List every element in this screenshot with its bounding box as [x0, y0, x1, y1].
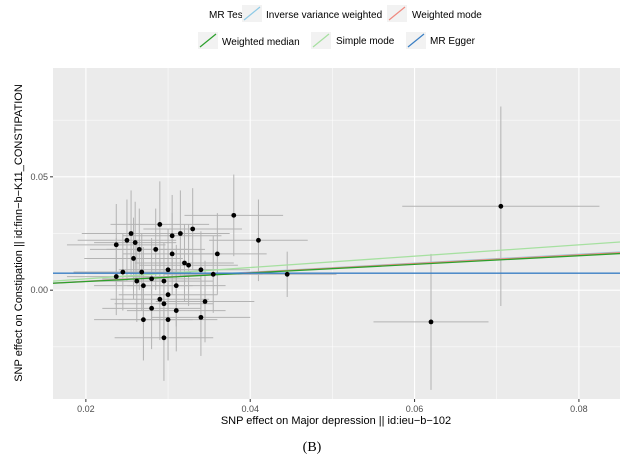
x-axis-title: SNP effect on Major depression || id:ieu…: [221, 415, 451, 427]
data-point: [161, 335, 167, 341]
data-point: [134, 278, 140, 284]
x-tick-label: 0.04: [241, 404, 259, 414]
legend-key-line: [407, 33, 425, 48]
data-point: [132, 240, 138, 245]
legend-label: Weighted median: [222, 37, 300, 48]
data-point: [161, 278, 167, 284]
regression-lines: [52, 241, 620, 284]
data-point: [149, 305, 155, 311]
data-point: [157, 222, 163, 227]
data-point: [186, 262, 191, 268]
regression-line: [52, 252, 620, 284]
data-point: [139, 269, 145, 275]
legend-key-line: [243, 6, 261, 21]
data-point: [128, 231, 134, 236]
data-point: [198, 314, 204, 320]
data-point: [140, 317, 146, 323]
data-point: [136, 246, 142, 252]
data-point: [153, 246, 159, 252]
y-axis-title: SNP effect on Constipation || id:finn−b−…: [13, 84, 25, 382]
data-point: [177, 231, 183, 236]
legend: MR Test: Inverse variance weighted Weight…: [198, 5, 482, 49]
y-tick-label: 0.00: [30, 285, 48, 295]
data-point: [256, 237, 261, 243]
data-point: [169, 233, 175, 239]
data-point: [124, 237, 130, 243]
data-point: [428, 319, 434, 325]
x-axis-ticks: 0.02 0.04 0.06 0.08: [77, 399, 588, 414]
data-point: [131, 256, 136, 261]
grid: [53, 68, 620, 399]
legend-label: Inverse variance weighted: [266, 10, 382, 21]
data-point: [198, 267, 204, 273]
data-point: [113, 242, 119, 248]
data-point: [182, 260, 187, 266]
data-point: [173, 283, 179, 289]
data-point: [231, 212, 237, 218]
data-points: [113, 203, 504, 341]
legend-label: Simple mode: [336, 36, 395, 47]
legend-title: MR Test:: [209, 10, 248, 21]
legend-key-line: [312, 33, 330, 48]
data-point: [202, 299, 208, 304]
data-point: [165, 292, 171, 298]
data-point: [210, 271, 216, 277]
data-point: [149, 276, 155, 282]
data-point: [157, 296, 163, 302]
y-tick-label: 0.05: [30, 172, 48, 182]
legend-key-line: [388, 6, 406, 21]
data-point: [161, 301, 167, 307]
data-point: [113, 274, 119, 279]
data-point: [284, 271, 290, 277]
data-point: [140, 283, 146, 289]
y-axis-ticks: 0.00 0.05: [30, 172, 53, 295]
data-point: [169, 251, 175, 257]
legend-label: MR Egger: [430, 36, 476, 47]
data-point: [165, 317, 171, 323]
data-point: [120, 269, 126, 275]
regression-line: [52, 241, 620, 282]
legend-label: Weighted mode: [412, 10, 482, 21]
x-tick-label: 0.06: [406, 404, 424, 414]
legend-key-line: [199, 33, 217, 48]
data-point: [173, 308, 179, 313]
x-tick-label: 0.08: [570, 404, 588, 414]
data-point: [498, 203, 504, 209]
figure-caption: (B): [303, 440, 322, 455]
data-point: [190, 226, 196, 232]
data-point: [214, 251, 220, 257]
data-point: [165, 267, 171, 273]
x-tick-label: 0.02: [77, 404, 95, 414]
